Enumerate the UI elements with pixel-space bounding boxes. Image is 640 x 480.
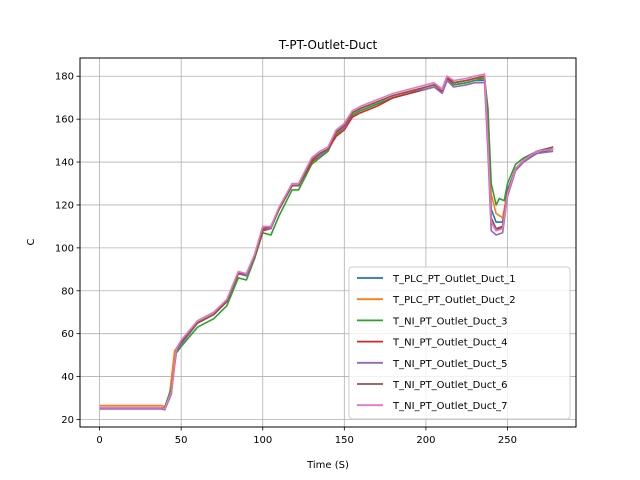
- x-tick-label: 0: [96, 435, 102, 446]
- x-tick-label: 200: [416, 435, 435, 446]
- y-tick-label: 180: [55, 72, 74, 83]
- legend-label: T_PLC_PT_Outlet_Duct_1: [392, 274, 516, 285]
- x-axis-label: Time (S): [306, 460, 349, 471]
- y-axis-label: C: [26, 238, 37, 245]
- plot-lines: [99, 73, 554, 411]
- y-tick-label: 80: [61, 286, 74, 297]
- x-tick-label: 50: [175, 435, 188, 446]
- legend-label: T_NI_PT_Outlet_Duct_7: [392, 401, 507, 412]
- legend-label: T_NI_PT_Outlet_Duct_5: [392, 359, 507, 370]
- legend-label: T_NI_PT_Outlet_Duct_6: [392, 380, 507, 391]
- y-tick-label: 160: [55, 115, 74, 126]
- legend-box: [348, 266, 571, 420]
- y-tick-label: 140: [55, 158, 74, 169]
- chart-title: T-PT-Outlet-Duct: [278, 38, 378, 52]
- x-tick-label: 150: [335, 435, 354, 446]
- legend-label: T_NI_PT_Outlet_Duct_4: [392, 338, 507, 349]
- x-tick-label: 250: [498, 435, 517, 446]
- y-tick-label: 120: [55, 200, 74, 211]
- legend-label: T_NI_PT_Outlet_Duct_3: [392, 316, 507, 327]
- y-tick-label: 100: [55, 243, 74, 254]
- y-tick-label: 60: [61, 329, 74, 340]
- axes-frame: [79, 57, 577, 428]
- legend-label: T_PLC_PT_Outlet_Duct_2: [392, 295, 516, 306]
- x-tick-label: 100: [253, 435, 272, 446]
- grid: [80, 58, 576, 427]
- y-tick-label: 40: [61, 372, 74, 383]
- series-line-7: [99, 73, 554, 410]
- ticks: 0 50 100 150 200 250 20 40 60 80 100 120 140 160 180: [55, 72, 517, 446]
- y-tick-label: 20: [61, 415, 74, 426]
- legend: T_PLC_PT_Outlet_Duct_1 T_PLC_PT_Outlet_Du…: [348, 266, 571, 420]
- series-line-3: [99, 77, 554, 409]
